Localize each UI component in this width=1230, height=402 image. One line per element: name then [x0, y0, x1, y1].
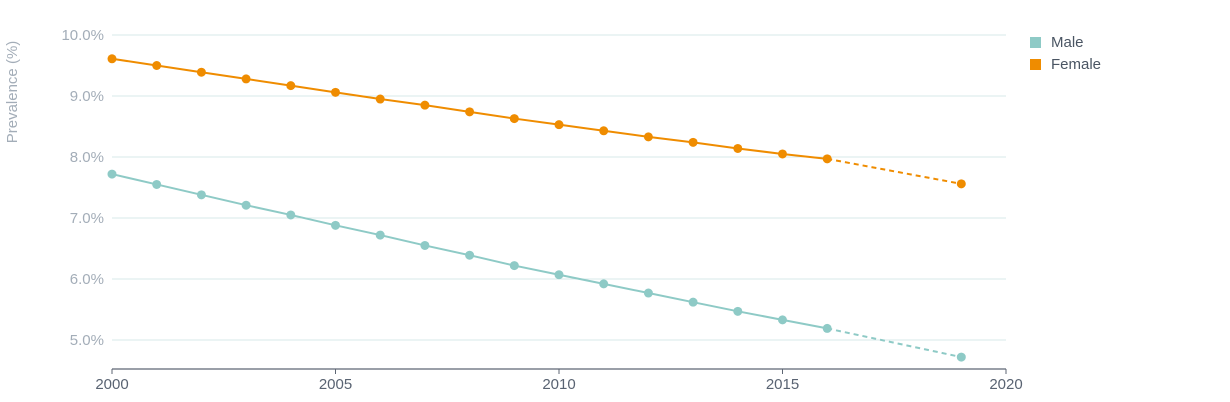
female-point[interactable]	[688, 137, 698, 147]
x-tick-label: 2000	[95, 376, 128, 393]
legend-label-female: Female	[1051, 56, 1101, 73]
male-point[interactable]	[375, 230, 385, 240]
female-point[interactable]	[643, 132, 653, 142]
male-point[interactable]	[509, 261, 519, 271]
female-point[interactable]	[196, 67, 206, 77]
y-tick-label: 10.0%	[61, 27, 104, 44]
male-point[interactable]	[286, 210, 296, 220]
male-point[interactable]	[107, 169, 117, 179]
male-point[interactable]	[152, 179, 162, 189]
male-point[interactable]	[688, 297, 698, 307]
y-tick-label: 8.0%	[70, 149, 104, 166]
male-point[interactable]	[420, 240, 430, 250]
legend-label-male: Male	[1051, 34, 1084, 51]
female-point[interactable]	[956, 179, 966, 189]
female-point[interactable]	[152, 61, 162, 70]
male-point[interactable]	[331, 220, 340, 230]
x-tick-label: 2010	[542, 376, 575, 393]
female-point[interactable]	[554, 120, 564, 130]
female-point[interactable]	[241, 74, 251, 84]
x-axis-ticks: 2000 2005 2010 2015 2020	[95, 369, 1023, 393]
female-projection-line	[827, 157, 962, 185]
series-group	[107, 54, 966, 362]
female-point[interactable]	[331, 87, 340, 97]
male-point[interactable]	[778, 315, 787, 325]
x-tick-label: 2015	[766, 376, 799, 393]
y-tick-label: 9.0%	[70, 88, 104, 105]
male-point[interactable]	[733, 306, 743, 316]
legend-swatch-female	[1030, 59, 1041, 70]
male-point[interactable]	[822, 323, 832, 333]
female-point[interactable]	[599, 126, 609, 136]
legend: Male Female	[1030, 34, 1101, 73]
female-point[interactable]	[733, 143, 743, 153]
male-point[interactable]	[956, 352, 966, 362]
male-point[interactable]	[643, 288, 653, 298]
male-point[interactable]	[554, 270, 564, 280]
legend-swatch-male	[1030, 37, 1041, 48]
y-tick-label: 5.0%	[70, 332, 104, 349]
series-female	[107, 54, 966, 189]
series-male	[107, 169, 966, 362]
female-point[interactable]	[420, 100, 430, 110]
male-point[interactable]	[241, 200, 251, 210]
female-point[interactable]	[465, 107, 475, 117]
female-point[interactable]	[822, 154, 832, 164]
female-point[interactable]	[107, 54, 117, 64]
male-point[interactable]	[465, 250, 475, 260]
male-point[interactable]	[196, 190, 206, 200]
female-point[interactable]	[778, 149, 787, 159]
female-point[interactable]	[509, 114, 519, 124]
male-point[interactable]	[599, 279, 609, 289]
male-projection-line	[826, 327, 962, 359]
x-tick-label: 2020	[989, 376, 1022, 393]
female-point[interactable]	[286, 81, 296, 91]
y-axis-ticks: 5.0% 6.0% 7.0% 8.0% 9.0% 10.0%	[61, 27, 104, 349]
female-point[interactable]	[375, 94, 385, 104]
y-axis-label: Prevalence (%)	[4, 41, 21, 144]
y-tick-label: 7.0%	[70, 210, 104, 227]
gridlines	[112, 34, 1006, 341]
x-tick-label: 2005	[319, 376, 352, 393]
y-tick-label: 6.0%	[70, 271, 104, 288]
